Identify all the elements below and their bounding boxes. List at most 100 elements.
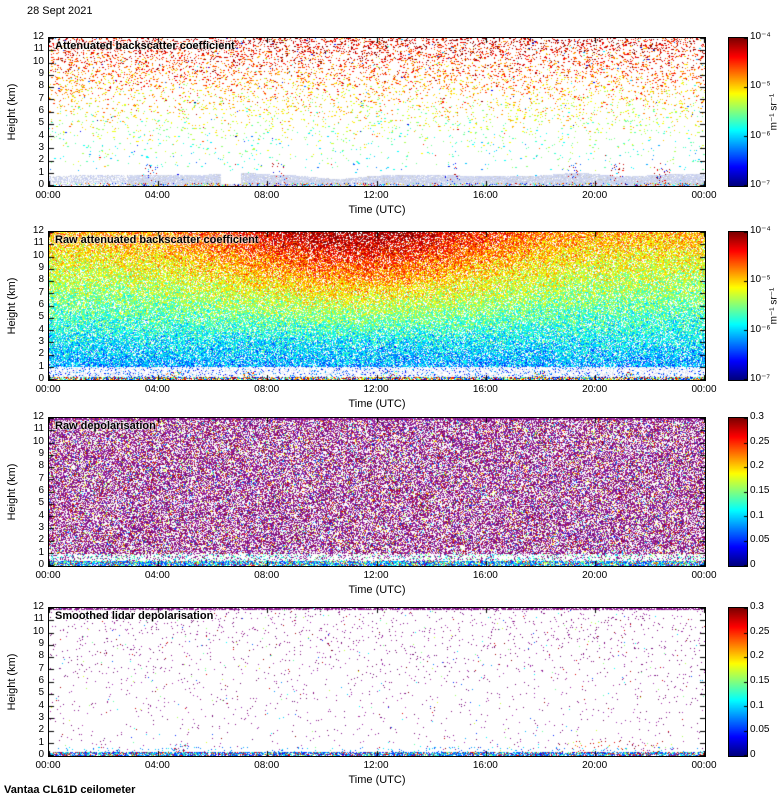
- colorbar-canvas: [729, 608, 747, 756]
- y-tick-label: 11: [33, 237, 44, 249]
- y-tick-label: 5: [38, 311, 44, 323]
- colorbar: [728, 37, 748, 187]
- y-axis-label: Height (km): [6, 277, 18, 335]
- panel-attenuated-backscatter: Height (km) 12 11 10 9 8 7 6 5 4 3 2 1 0 Attenuated …: [0, 31, 780, 232]
- x-tick-label: 04:00: [144, 384, 170, 395]
- y-tick-label: 2: [38, 534, 44, 546]
- y-axis-label: Height (km): [6, 83, 18, 141]
- y-tick-label: 6: [38, 485, 44, 496]
- x-tick-label: 04:00: [144, 570, 170, 581]
- x-axis-label: Time (UTC): [348, 204, 406, 216]
- x-tick-label: 08:00: [254, 384, 280, 395]
- y-tick-label: 2: [38, 154, 44, 166]
- y-axis-label: Height (km): [6, 653, 18, 711]
- y-tick-label: 4: [38, 699, 44, 711]
- y-tick-label: 7: [38, 662, 44, 674]
- y-tick-label: 3: [38, 522, 44, 533]
- y-tick-label: 9: [38, 638, 44, 649]
- y-tick-label: 6: [38, 675, 44, 686]
- x-tick-label: 20:00: [582, 384, 608, 395]
- panel-smoothed-depolarisation: Height (km) 12 11 10 9 8 7 6 5 4 3 2 1 0 Smoothed li…: [0, 601, 780, 800]
- panel-raw-depolarisation: Height (km) 12 11 10 9 8 7 6 5 4 3 2 1 0 Raw depolar…: [0, 411, 780, 612]
- y-tick-label: 0: [38, 373, 44, 384]
- y-tick-label: 9: [38, 448, 44, 459]
- plot-area: Attenuated backscatter coefficient: [48, 37, 706, 187]
- colorbar: [728, 607, 748, 757]
- plot-title: Raw attenuated backscatter coefficient: [55, 234, 259, 246]
- x-tick-label: 16:00: [472, 384, 498, 395]
- colorbar: [728, 231, 748, 381]
- x-tick-label: 20:00: [582, 190, 608, 201]
- x-tick-label: 20:00: [582, 760, 608, 771]
- y-tick-label: 11: [33, 423, 44, 435]
- plot-title: Raw depolarisation: [55, 420, 156, 432]
- plot-area: Raw depolarisation: [48, 417, 706, 567]
- colorbar-tick-label: 0.1: [750, 699, 764, 711]
- y-tick-label: 4: [38, 129, 44, 141]
- y-tick-label: 6: [38, 105, 44, 116]
- x-axis-label: Time (UTC): [348, 774, 406, 786]
- colorbar-tick-label: 10⁻⁷: [750, 373, 771, 384]
- x-tick-label: 16:00: [472, 190, 498, 201]
- plot-title: Attenuated backscatter coefficient: [55, 40, 235, 52]
- colorbar-canvas: [729, 232, 747, 380]
- x-tick-label: 00:00: [691, 190, 717, 201]
- colorbar-tick-label: 0.2: [750, 460, 764, 472]
- colorbar-tick-label: 0.3: [750, 601, 764, 612]
- x-tick-label: 12:00: [363, 760, 389, 771]
- y-tick-label: 8: [38, 460, 44, 472]
- colorbar-tick-label: 0.15: [750, 675, 770, 686]
- colorbar-tick-label: 0.05: [750, 724, 770, 736]
- x-tick-label: 04:00: [144, 190, 170, 201]
- plot-title: Smoothed lidar depolarisation: [55, 610, 214, 622]
- y-tick-label: 8: [38, 274, 44, 286]
- x-tick-label: 00:00: [35, 570, 61, 581]
- y-tick-label: 9: [38, 68, 44, 79]
- y-tick-label: 7: [38, 92, 44, 104]
- plot-area: Smoothed lidar depolarisation: [48, 607, 706, 757]
- colorbar-tick-label: 10⁻⁵: [750, 274, 771, 286]
- y-tick-label: 10: [32, 435, 44, 447]
- heatmap-canvas: [49, 232, 705, 380]
- y-tick-label: 2: [38, 348, 44, 360]
- y-tick-label: 0: [38, 179, 44, 190]
- x-tick-label: 00:00: [35, 760, 61, 771]
- y-tick-label: 5: [38, 497, 44, 509]
- colorbar-tick-label: 10⁻⁶: [750, 129, 771, 141]
- heatmap-canvas: [49, 608, 705, 756]
- x-tick-label: 16:00: [472, 760, 498, 771]
- colorbar-tick-label: 0.1: [750, 509, 764, 521]
- x-tick-label: 00:00: [691, 384, 717, 395]
- plot-area: Raw attenuated backscatter coefficient: [48, 231, 706, 381]
- x-tick-label: 12:00: [363, 190, 389, 201]
- date-label: 28 Sept 2021: [27, 5, 93, 17]
- x-tick-label: 04:00: [144, 760, 170, 771]
- y-tick-label: 11: [33, 613, 44, 625]
- panel-raw-attenuated-backscatter: Height (km) 12 11 10 9 8 7 6 5 4 3 2 1 0 Raw attenua…: [0, 225, 780, 426]
- y-tick-label: 3: [38, 712, 44, 723]
- y-tick-label: 2: [38, 724, 44, 736]
- y-tick-label: 10: [32, 625, 44, 637]
- y-tick-label: 5: [38, 687, 44, 699]
- y-tick-label: 1: [38, 546, 44, 558]
- colorbar-tick-label: 0.15: [750, 485, 770, 496]
- y-tick-label: 5: [38, 117, 44, 129]
- y-tick-label: 4: [38, 323, 44, 335]
- colorbar-tick-label: 10⁻⁴: [750, 31, 771, 42]
- colorbar-tick-label: 0: [750, 559, 756, 570]
- x-tick-label: 08:00: [254, 760, 280, 771]
- colorbar-unit-label: m⁻¹ sr⁻¹: [768, 93, 780, 131]
- y-tick-label: 0: [38, 749, 44, 760]
- colorbar-unit-label: m⁻¹ sr⁻¹: [768, 287, 780, 325]
- y-tick-label: 0: [38, 559, 44, 570]
- x-tick-label: 12:00: [363, 570, 389, 581]
- y-tick-label: 3: [38, 142, 44, 153]
- y-tick-label: 3: [38, 336, 44, 347]
- colorbar-tick-label: 0.2: [750, 650, 764, 662]
- y-tick-label: 1: [38, 360, 44, 372]
- colorbar-tick-label: 10⁻⁵: [750, 80, 771, 92]
- y-tick-label: 1: [38, 166, 44, 178]
- colorbar-tick-label: 0: [750, 749, 756, 760]
- y-axis-label: Height (km): [6, 463, 18, 521]
- y-tick-label: 7: [38, 472, 44, 484]
